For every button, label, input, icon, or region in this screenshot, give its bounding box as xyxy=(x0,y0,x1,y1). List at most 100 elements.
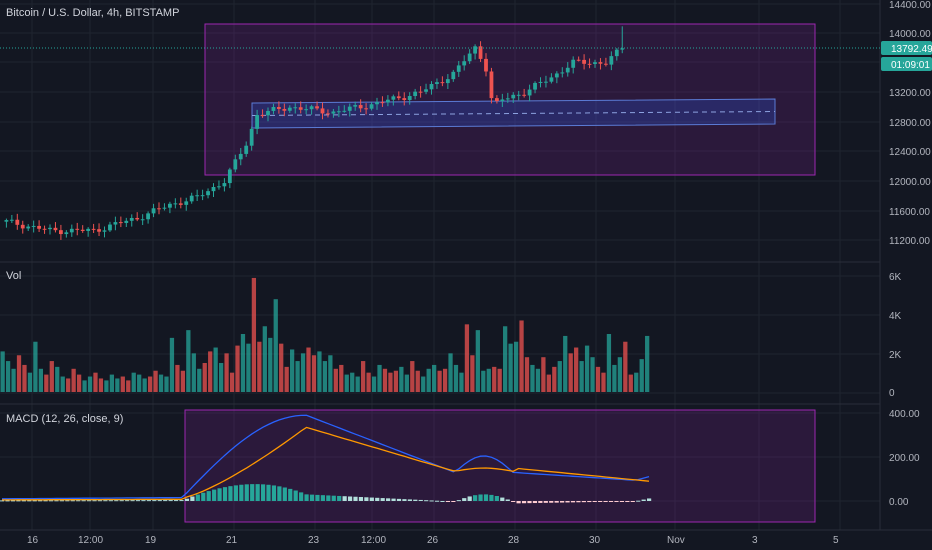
volume-bar xyxy=(169,337,175,392)
macd-histogram-bar xyxy=(603,501,608,502)
macd-histogram-bar xyxy=(38,500,43,502)
volume-tick: 4K xyxy=(889,311,902,322)
volume-bar xyxy=(535,368,541,392)
volume-pane-label[interactable]: Vol xyxy=(6,270,21,282)
macd-histogram-bar xyxy=(108,500,113,502)
volume-bar xyxy=(218,363,224,392)
candle-body xyxy=(20,224,25,229)
macd-histogram-bar xyxy=(614,501,619,502)
chart-title[interactable]: Bitcoin / U.S. Dollar, 4h, BITSTAMP xyxy=(6,7,179,19)
macd-histogram-bar xyxy=(81,500,86,502)
volume-bar xyxy=(93,372,98,392)
macd-histogram-bar xyxy=(271,485,277,501)
volume-bar xyxy=(208,351,213,392)
volume-bar xyxy=(552,366,557,392)
volume-bar xyxy=(120,376,125,392)
macd-histogram-bar xyxy=(511,501,516,502)
macd-histogram-bar xyxy=(27,500,32,502)
volume-bar xyxy=(273,299,278,392)
candle-body xyxy=(451,71,456,80)
macd-histogram-bar xyxy=(92,500,97,502)
volume-bar xyxy=(66,378,71,392)
candle-body xyxy=(233,159,238,170)
volume-bar xyxy=(279,343,284,392)
macd-histogram-bar xyxy=(440,500,445,502)
macd-histogram-bar xyxy=(505,499,510,501)
volume-bars xyxy=(0,277,650,392)
candle-body xyxy=(287,107,292,111)
volume-bar xyxy=(530,364,535,392)
macd-histogram-bar xyxy=(386,498,391,501)
time-label: 30 xyxy=(589,535,601,546)
candle-body xyxy=(80,229,85,231)
price-tick: 12400.00 xyxy=(889,147,931,158)
candle-body xyxy=(48,227,52,230)
volume-bar xyxy=(497,368,502,392)
macd-histogram-bar xyxy=(114,500,119,502)
candle-body xyxy=(604,63,608,65)
candle-body xyxy=(108,224,112,231)
macd-histogram-bar xyxy=(119,500,124,502)
volume-bar xyxy=(246,343,251,392)
volume-bar xyxy=(492,366,497,392)
macd-pane-label[interactable]: MACD (12, 26, close, 9) xyxy=(6,413,123,425)
volume-bar xyxy=(475,330,480,392)
macd-histogram-bar xyxy=(86,500,92,502)
volume-bar xyxy=(322,361,328,392)
countdown-label: 01:09:01 xyxy=(891,60,930,71)
price-tick: 13200.00 xyxy=(889,88,931,99)
candle-body xyxy=(140,219,145,221)
time-label: 19 xyxy=(145,535,157,546)
volume-bar xyxy=(464,324,470,392)
time-axis[interactable]: 16 12:00 19 21 23 12:00 26 28 30 Nov 3 5 xyxy=(27,535,839,546)
volume-bar xyxy=(82,380,87,392)
candle-body xyxy=(478,46,483,59)
volume-bar xyxy=(240,334,246,392)
price-axis[interactable]: 14400.00 14000.00 13200.00 12800.00 1240… xyxy=(889,0,931,247)
volume-bar xyxy=(126,380,131,392)
channel-midline xyxy=(251,111,776,116)
candle-body xyxy=(429,84,434,90)
macd-histogram-bar xyxy=(190,496,195,501)
candle-body xyxy=(582,59,586,64)
macd-histogram-bar xyxy=(434,500,440,502)
macd-histogram-bar xyxy=(445,501,451,502)
candle-body xyxy=(151,208,156,214)
macd-histogram-bar xyxy=(532,501,538,504)
volume-bar xyxy=(262,326,267,392)
macd-histogram-bar xyxy=(70,500,75,502)
volume-bar xyxy=(109,374,115,392)
volume-bar xyxy=(197,368,202,392)
macd-histogram-bar xyxy=(418,499,423,501)
macd-tick: 0.00 xyxy=(889,497,909,508)
time-label: Nov xyxy=(667,535,685,546)
candle-body xyxy=(435,82,439,85)
candle-body xyxy=(320,108,325,114)
macd-histogram-bar xyxy=(549,501,554,503)
macd-histogram-bar xyxy=(43,500,48,502)
volume-bar xyxy=(295,361,300,392)
macd-histogram-bar xyxy=(0,500,5,502)
macd-histogram-bar xyxy=(483,494,489,501)
macd-histogram-bar xyxy=(201,492,206,501)
macd-histogram-bar xyxy=(32,500,37,502)
macd-histogram-bar xyxy=(364,497,369,501)
candle-body xyxy=(227,169,232,184)
price-tick: 11200.00 xyxy=(889,236,930,247)
price-tick: 11600.00 xyxy=(889,207,930,218)
macd-histogram-bar xyxy=(293,490,298,501)
candle-body xyxy=(271,107,276,111)
candle-body xyxy=(369,104,374,109)
volume-bar xyxy=(55,366,60,392)
volume-bar xyxy=(186,330,191,392)
macd-histogram-bar xyxy=(206,491,211,501)
range-box-macd[interactable] xyxy=(184,409,816,523)
candle-body xyxy=(565,67,570,73)
candle-body xyxy=(418,91,423,93)
macd-histogram-bar xyxy=(494,495,499,501)
candle-body xyxy=(91,228,96,230)
macd-histogram-bar xyxy=(429,500,434,502)
volume-bar xyxy=(628,374,633,392)
price-tick: 14000.00 xyxy=(889,29,931,40)
